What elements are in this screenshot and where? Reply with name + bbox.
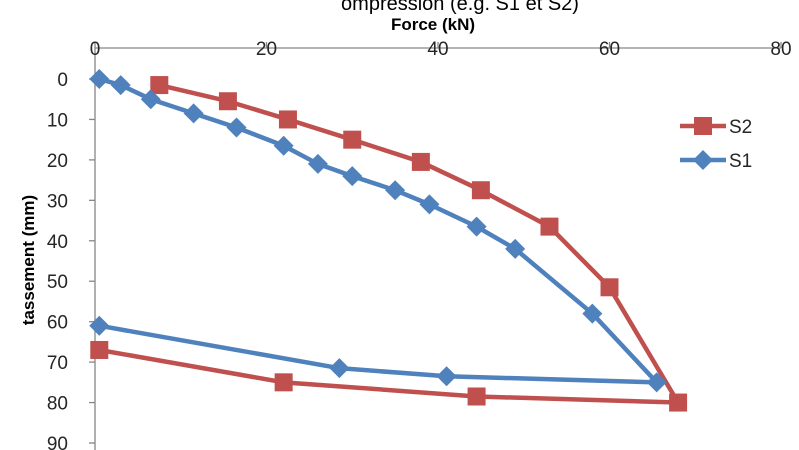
data-point-s1 bbox=[89, 69, 110, 89]
data-point-s2 bbox=[471, 181, 490, 200]
y-tick-labels: 0 10 20 30 40 50 60 70 80 90 bbox=[47, 70, 68, 450]
data-point-s1 bbox=[342, 166, 363, 187]
x-tick-label: 60 bbox=[599, 39, 620, 60]
y-tick-label: 50 bbox=[47, 272, 68, 293]
data-point-s1 bbox=[436, 366, 457, 387]
data-point-s1 bbox=[582, 303, 603, 324]
data-point-s2 bbox=[600, 278, 619, 297]
data-point-s2 bbox=[218, 92, 237, 111]
series-layer bbox=[89, 69, 688, 412]
data-point-s1 bbox=[89, 315, 110, 336]
data-point-s2 bbox=[540, 217, 559, 236]
y-tick-label: 10 bbox=[47, 110, 68, 131]
x-tick-label: 40 bbox=[427, 39, 448, 60]
data-point-s2 bbox=[90, 340, 109, 359]
y-tick-label: 90 bbox=[47, 434, 68, 450]
data-point-s1 bbox=[273, 135, 294, 156]
series-s2 bbox=[90, 76, 688, 412]
data-point-s1 bbox=[466, 216, 487, 237]
y-tick-label: 70 bbox=[47, 353, 68, 374]
data-point-s2 bbox=[274, 373, 293, 392]
data-point-s2 bbox=[669, 393, 688, 412]
y-axis-title: tassement (mm) bbox=[19, 195, 38, 325]
data-point-s1 bbox=[329, 358, 350, 379]
data-point-s1 bbox=[140, 89, 161, 110]
legend-marker bbox=[693, 150, 713, 170]
x-tick-label: 0 bbox=[90, 39, 101, 60]
y-tick-label: 40 bbox=[47, 232, 68, 253]
series-line-s2 bbox=[98, 82, 681, 405]
x-tick-label: 20 bbox=[256, 39, 277, 60]
data-point-s1 bbox=[226, 117, 247, 138]
y-tick-label: 80 bbox=[47, 394, 68, 415]
x-axis-title: Force (kN) bbox=[391, 15, 475, 34]
data-point-s1 bbox=[646, 372, 667, 393]
data-point-s2 bbox=[343, 130, 362, 149]
legend-marker bbox=[694, 117, 712, 135]
chart-title: ompression (e.g. S1 et S2) bbox=[341, 0, 579, 15]
data-point-s1 bbox=[110, 75, 131, 96]
data-point-s1 bbox=[505, 238, 526, 259]
x-tick-labels: 0 20 40 60 80 bbox=[90, 39, 792, 60]
data-point-s2 bbox=[150, 76, 169, 95]
y-tick-label: 30 bbox=[47, 191, 68, 212]
legend-label: S1 bbox=[729, 151, 752, 172]
x-tick-label: 80 bbox=[770, 39, 791, 60]
data-point-s1 bbox=[419, 194, 440, 215]
series-s1 bbox=[89, 69, 667, 393]
y-tick-label: 0 bbox=[57, 70, 68, 91]
data-point-s2 bbox=[278, 110, 297, 129]
data-point-s2 bbox=[411, 152, 430, 171]
legend-item-s2: S2 bbox=[680, 117, 752, 138]
y-tick-label: 60 bbox=[47, 313, 68, 334]
data-point-s2 bbox=[467, 387, 486, 406]
legend-item-s1: S1 bbox=[680, 150, 752, 172]
y-tick-label: 20 bbox=[47, 151, 68, 172]
data-point-s1 bbox=[385, 180, 406, 201]
data-point-s1 bbox=[183, 103, 204, 124]
legend-label: S2 bbox=[729, 117, 752, 138]
data-point-s1 bbox=[307, 153, 328, 174]
axes bbox=[89, 42, 782, 450]
legend: S2 S1 bbox=[680, 117, 752, 172]
series-line-s1 bbox=[98, 76, 659, 385]
